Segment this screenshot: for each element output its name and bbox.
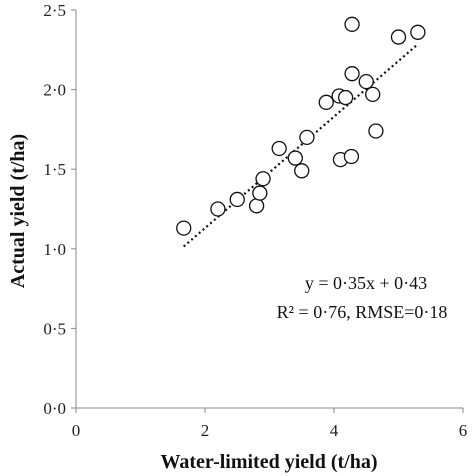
annotation-equation: y = 0·35x + 0·43 <box>305 273 427 293</box>
data-point <box>337 89 354 106</box>
data-point <box>368 123 384 139</box>
x-tick-label: 2 <box>201 421 210 440</box>
ticks: 0·0 0·5 1·0 1·5 2·0 2·5 0 2 4 6 <box>43 1 467 440</box>
y-tick-label: 0·5 <box>43 319 66 338</box>
data-point <box>294 163 310 179</box>
x-tick-label: 4 <box>330 421 339 440</box>
y-tick-label: 0·0 <box>43 399 66 418</box>
data-point <box>390 29 407 45</box>
data-point <box>229 191 245 208</box>
x-axis-title: Water-limited yield (t/ha) <box>161 451 378 473</box>
data-points <box>176 16 426 236</box>
data-point <box>343 148 360 165</box>
data-point <box>287 150 303 166</box>
y-axis-title: Actual yield (t/ha) <box>7 134 29 288</box>
y-tick-label: 1·5 <box>43 160 66 179</box>
data-point <box>318 94 334 110</box>
y-tick-label: 1·0 <box>43 240 66 259</box>
data-point <box>252 185 268 201</box>
data-point <box>344 16 360 32</box>
data-point <box>365 86 381 103</box>
x-tick-label: 6 <box>459 421 468 440</box>
data-point <box>271 140 287 157</box>
data-point <box>210 201 226 217</box>
y-tick-label: 2·0 <box>43 81 66 100</box>
data-point <box>344 66 360 82</box>
data-point <box>176 220 192 236</box>
data-point <box>248 198 265 214</box>
data-point <box>299 129 315 146</box>
y-tick-label: 2·5 <box>43 1 66 20</box>
x-tick-label: 0 <box>72 421 81 440</box>
data-point <box>410 24 426 40</box>
data-point <box>255 171 271 187</box>
annotation-stats: R² = 0·76, RMSE=0·18 <box>277 302 448 322</box>
axes <box>75 10 463 409</box>
data-point <box>358 73 374 90</box>
